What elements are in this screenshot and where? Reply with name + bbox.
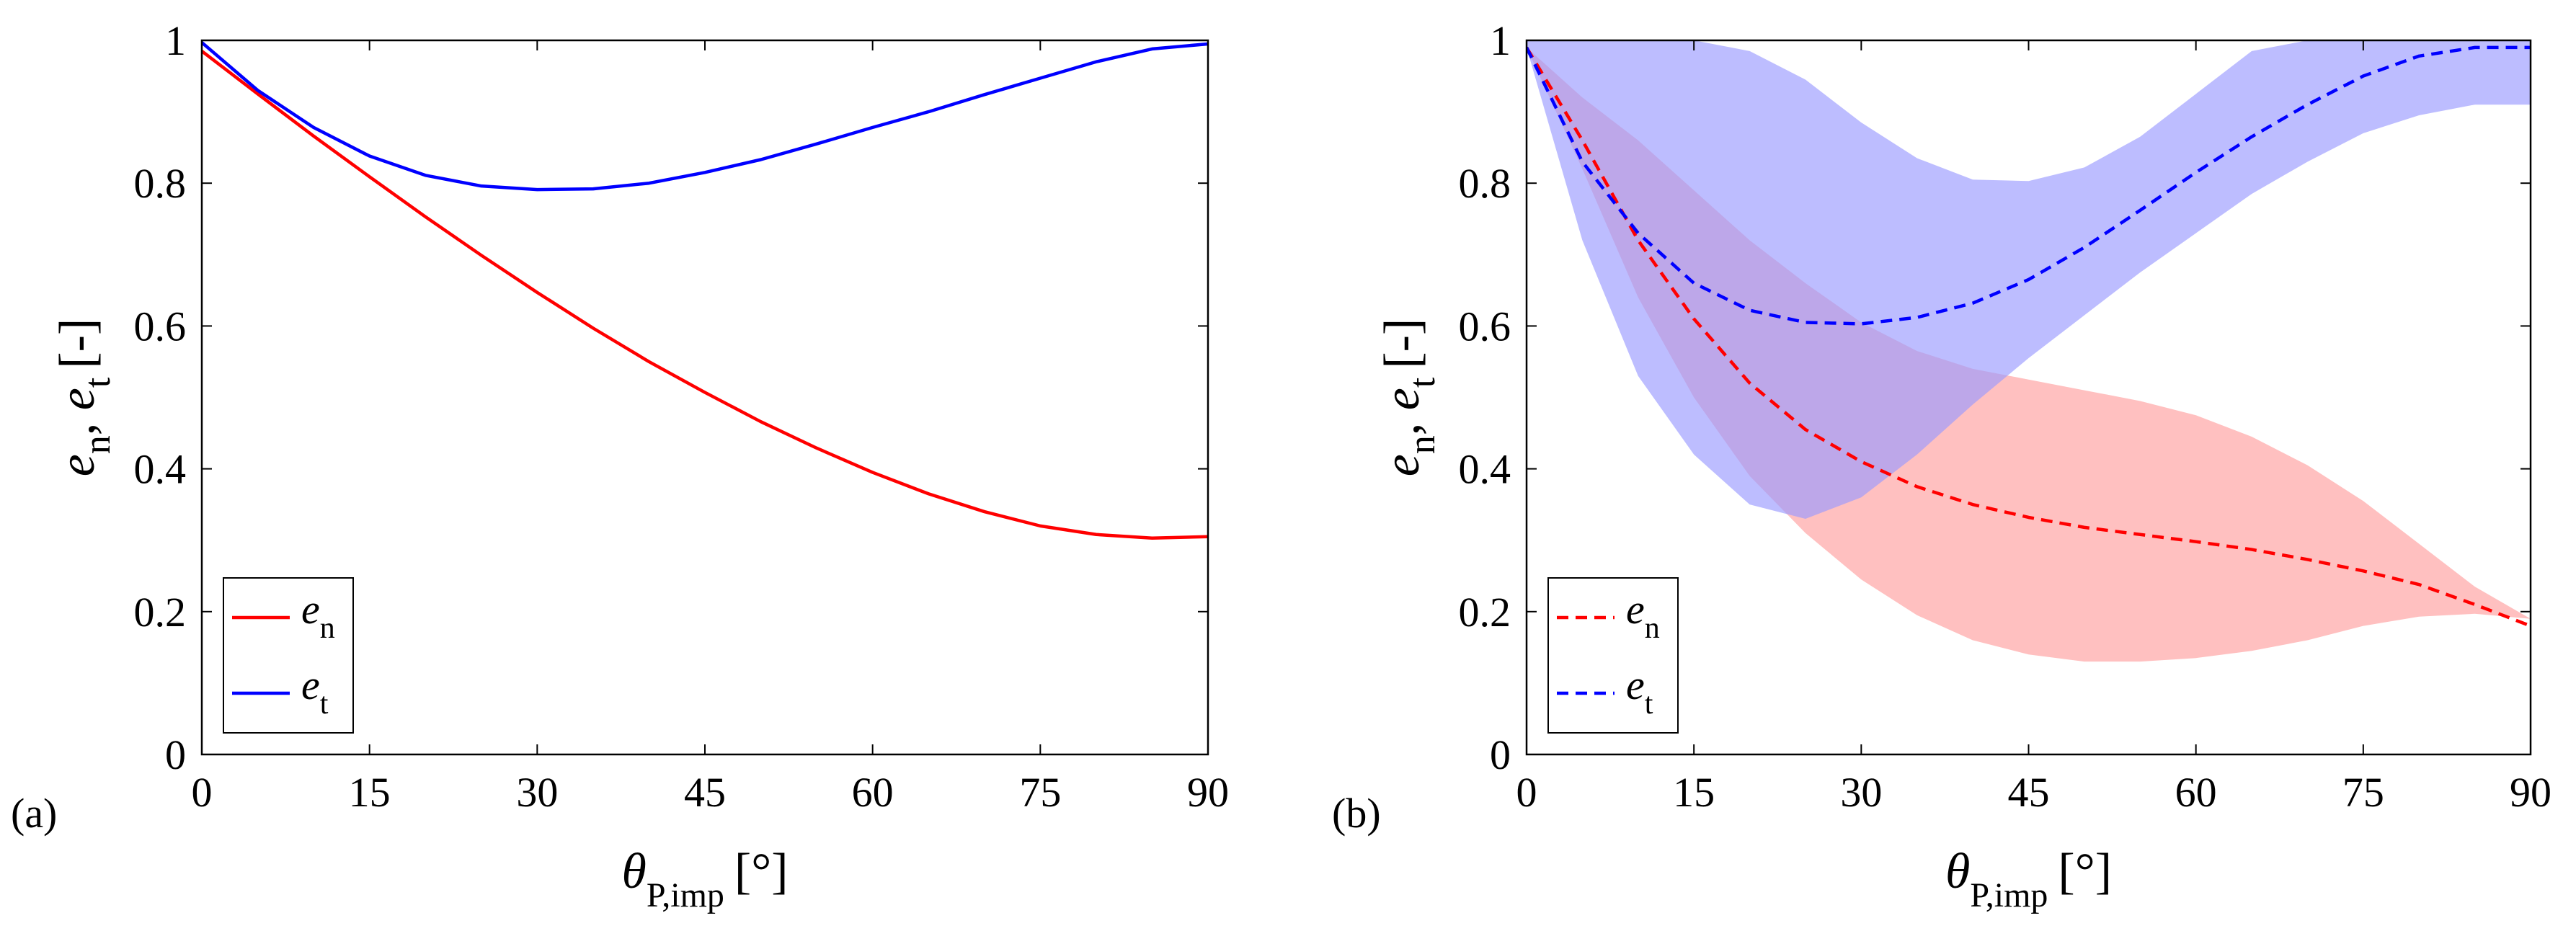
legend-box [223, 577, 354, 734]
x-tick-label: 0 [192, 769, 213, 816]
y-axis-label-unit: [-] [1374, 318, 1430, 369]
x-axis-label-unit: [°] [2058, 844, 2112, 899]
y-tick-label: 0.6 [134, 303, 187, 349]
legend-label-subscript: n [320, 612, 335, 645]
y-axis-label-sep: , [50, 410, 105, 435]
x-tick-label: 30 [1840, 769, 1882, 816]
y-tick-label: 0 [165, 731, 186, 778]
x-axis-label-subscript: P,imp [1970, 876, 2048, 914]
y-axis-label-et: e [50, 388, 105, 410]
legend-label-symbol: e [301, 586, 320, 633]
x-tick-label: 75 [2342, 769, 2384, 816]
y-axis-label: en, et[-] [1374, 318, 1443, 477]
y-tick-label: 0.2 [134, 589, 187, 636]
y-axis-label-t-sub: t [1402, 377, 1443, 388]
x-axis-label-unit: [°] [734, 844, 789, 899]
y-axis-label-n-sub: n [77, 435, 118, 454]
legend-label-subscript: n [1645, 612, 1660, 645]
x-axis-label: θP,imp [°] [621, 844, 788, 914]
y-tick-label: 0.2 [1459, 589, 1511, 636]
x-axis-label: θP,imp [°] [1945, 844, 2112, 914]
panel-label: (a) [11, 790, 57, 837]
legend-label-e_n: en [1626, 586, 1660, 645]
x-axis-label-subscript: P,imp [647, 876, 724, 914]
legend-label-symbol: e [301, 662, 320, 708]
x-axis-label-symbol: θ [621, 844, 646, 899]
x-tick-label: 30 [516, 769, 558, 816]
x-tick-label: 45 [684, 769, 726, 816]
x-tick-label: 60 [2175, 769, 2217, 816]
y-axis-label-et: e [1374, 388, 1430, 410]
x-tick-label: 90 [1187, 769, 1229, 816]
x-tick-label: 45 [2008, 769, 2050, 816]
y-axis-label: en, et[-] [50, 318, 118, 477]
y-axis-label-n-sub: n [1402, 435, 1443, 454]
legend-label-e_t: et [1626, 662, 1653, 721]
y-tick-label: 0.4 [1459, 446, 1511, 493]
plot-area [1527, 40, 2531, 662]
y-axis-label-en: e [1374, 454, 1430, 476]
legend-label-symbol: e [1626, 586, 1645, 633]
legend-label-e_t: et [301, 662, 329, 721]
band-e_n [1527, 47, 2531, 662]
y-axis-label-unit: [-] [50, 318, 105, 369]
x-axis-label-symbol: θ [1945, 844, 1970, 899]
y-axis-label-t-sub: t [77, 377, 118, 388]
y-tick-label: 0.8 [1459, 160, 1511, 207]
legend-label-subscript: t [1645, 687, 1653, 721]
y-axis-label-en: e [50, 454, 105, 476]
legend-label-symbol: e [1626, 662, 1645, 708]
y-tick-label: 1 [165, 17, 186, 64]
plot-area [202, 41, 1208, 540]
legend-label-subscript: t [320, 687, 329, 721]
x-tick-label: 75 [1019, 769, 1061, 816]
y-tick-label: 0 [1490, 731, 1511, 778]
x-tick-label: 15 [1673, 769, 1715, 816]
y-axis-label-sep: , [1374, 410, 1430, 435]
x-tick-label: 0 [1516, 769, 1537, 816]
panel-label: (b) [1332, 790, 1381, 837]
y-tick-label: 0.8 [134, 160, 187, 207]
y-tick-label: 1 [1490, 17, 1511, 64]
y-tick-label: 0.4 [134, 446, 187, 493]
x-tick-label: 90 [2510, 769, 2551, 816]
legend-label-e_n: en [301, 586, 335, 645]
legend-box [1547, 577, 1679, 734]
y-tick-label: 0.6 [1459, 303, 1511, 349]
x-tick-label: 15 [349, 769, 391, 816]
x-tick-label: 60 [852, 769, 894, 816]
